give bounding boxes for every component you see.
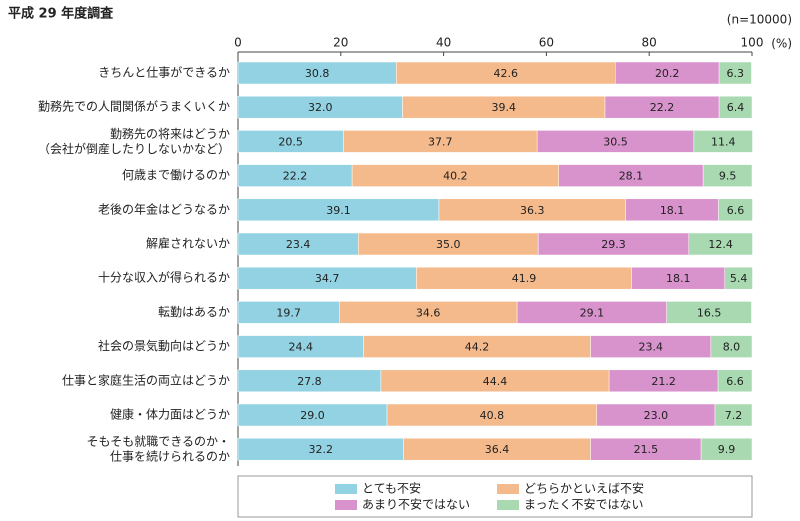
value-label: 34.7 (315, 272, 340, 285)
x-tick-label: 100 (741, 36, 764, 50)
bar-segment (724, 266, 753, 290)
value-label: 32.2 (309, 443, 334, 456)
x-tick-label: 60 (539, 36, 554, 50)
sample-note: (n=10000) (727, 13, 792, 27)
y-tick-label: きちんと仕事ができるか (98, 65, 230, 80)
x-unit: (%) (771, 37, 792, 51)
y-tick-label: 仕事と家庭生活の両立はどうか (62, 372, 230, 387)
value-label: 23.0 (644, 409, 669, 422)
value-label: 18.1 (666, 272, 691, 285)
value-label: 6.6 (726, 375, 744, 388)
value-label: 36.3 (520, 204, 545, 217)
value-label: 29.1 (580, 306, 605, 319)
legend-label: どちらかといえば不安 (524, 481, 644, 496)
legend-swatch (497, 484, 519, 494)
value-label: 27.8 (297, 375, 322, 388)
value-label: 36.4 (485, 443, 510, 456)
value-label: 44.2 (465, 341, 490, 354)
bar-segment (693, 130, 753, 153)
value-label: 22.2 (283, 170, 308, 183)
value-label: 22.2 (650, 101, 675, 114)
value-label: 30.5 (603, 135, 628, 148)
value-label: 20.2 (655, 67, 680, 80)
legend-label: あまり不安ではない (362, 497, 470, 512)
value-label: 19.7 (276, 306, 301, 319)
bar-segment (710, 335, 753, 358)
bar-segment (718, 95, 753, 119)
y-tick-label: 十分な収入が得られるか (98, 270, 230, 285)
y-tick-label: 転勤はあるか (158, 305, 230, 319)
chart-title: 平成 29 年度調査 (8, 6, 114, 22)
value-label: 41.9 (512, 272, 537, 285)
y-tick-label: 勤務先での人間関係がうまくいくか (38, 99, 230, 114)
value-label: 5.4 (730, 272, 748, 285)
x-tick-label: 0 (234, 36, 242, 50)
bar-segment (717, 369, 753, 393)
legend-label: まったく不安ではない (524, 497, 644, 512)
value-label: 30.8 (305, 67, 330, 80)
legend-box (237, 475, 753, 518)
value-label: 40.8 (480, 409, 505, 422)
value-label: 32.0 (308, 101, 333, 114)
value-label: 23.4 (286, 238, 311, 251)
legend-swatch (497, 500, 519, 510)
value-label: 6.3 (727, 67, 745, 80)
x-tick-label: 80 (642, 36, 657, 50)
value-label: 7.2 (725, 409, 743, 422)
x-tick-label: 20 (333, 36, 348, 50)
y-tick-label: 勤務先の将来はどうか（会社が倒産したりしないかなど） (38, 126, 230, 155)
value-label: 12.4 (708, 238, 733, 251)
bar-segment (666, 301, 752, 324)
value-label: 40.2 (443, 170, 468, 183)
bar-segment (688, 232, 753, 256)
y-tick-label: そもそも就職できるのか・仕事を続けられるのか (86, 434, 230, 463)
bar-segment (718, 61, 752, 85)
value-label: 42.6 (494, 67, 519, 80)
y-tick-label: 老後の年金はどうなるか (98, 201, 230, 216)
value-label: 6.6 (727, 204, 745, 217)
y-tick-label: 社会の景気動向はどうか (98, 338, 230, 353)
value-label: 9.5 (719, 170, 737, 183)
legend-label: とても不安 (362, 481, 421, 496)
value-label: 44.4 (483, 375, 508, 388)
legend-swatch (335, 500, 357, 510)
value-label: 6.4 (727, 101, 745, 114)
bar-segment (714, 403, 753, 427)
bar-segment (702, 164, 753, 187)
value-label: 23.4 (638, 341, 663, 354)
value-label: 37.7 (428, 135, 453, 148)
value-label: 28.1 (619, 170, 644, 183)
legend-swatch (335, 484, 357, 494)
x-tick-label: 40 (436, 36, 451, 50)
value-label: 8.0 (723, 341, 741, 354)
bar-segment (700, 437, 753, 461)
value-label: 34.6 (416, 306, 441, 319)
value-label: 29.0 (300, 409, 325, 422)
value-label: 39.1 (326, 204, 351, 217)
value-label: 21.5 (634, 443, 659, 456)
value-label: 11.4 (711, 135, 736, 148)
y-tick-label: 何歳まで働けるのか (122, 168, 230, 182)
value-label: 16.5 (697, 306, 722, 319)
value-label: 29.3 (601, 238, 626, 251)
value-label: 18.1 (660, 204, 685, 217)
value-label: 39.4 (491, 101, 516, 114)
value-label: 20.5 (278, 135, 303, 148)
value-label: 21.2 (651, 375, 676, 388)
y-tick-label: 健康・体力面はどうか (110, 407, 230, 422)
y-tick-label: 解雇されないか (146, 236, 230, 251)
value-label: 24.4 (288, 341, 313, 354)
value-label: 9.9 (718, 443, 736, 456)
value-label: 35.0 (436, 238, 461, 251)
bar-segment (718, 198, 753, 222)
